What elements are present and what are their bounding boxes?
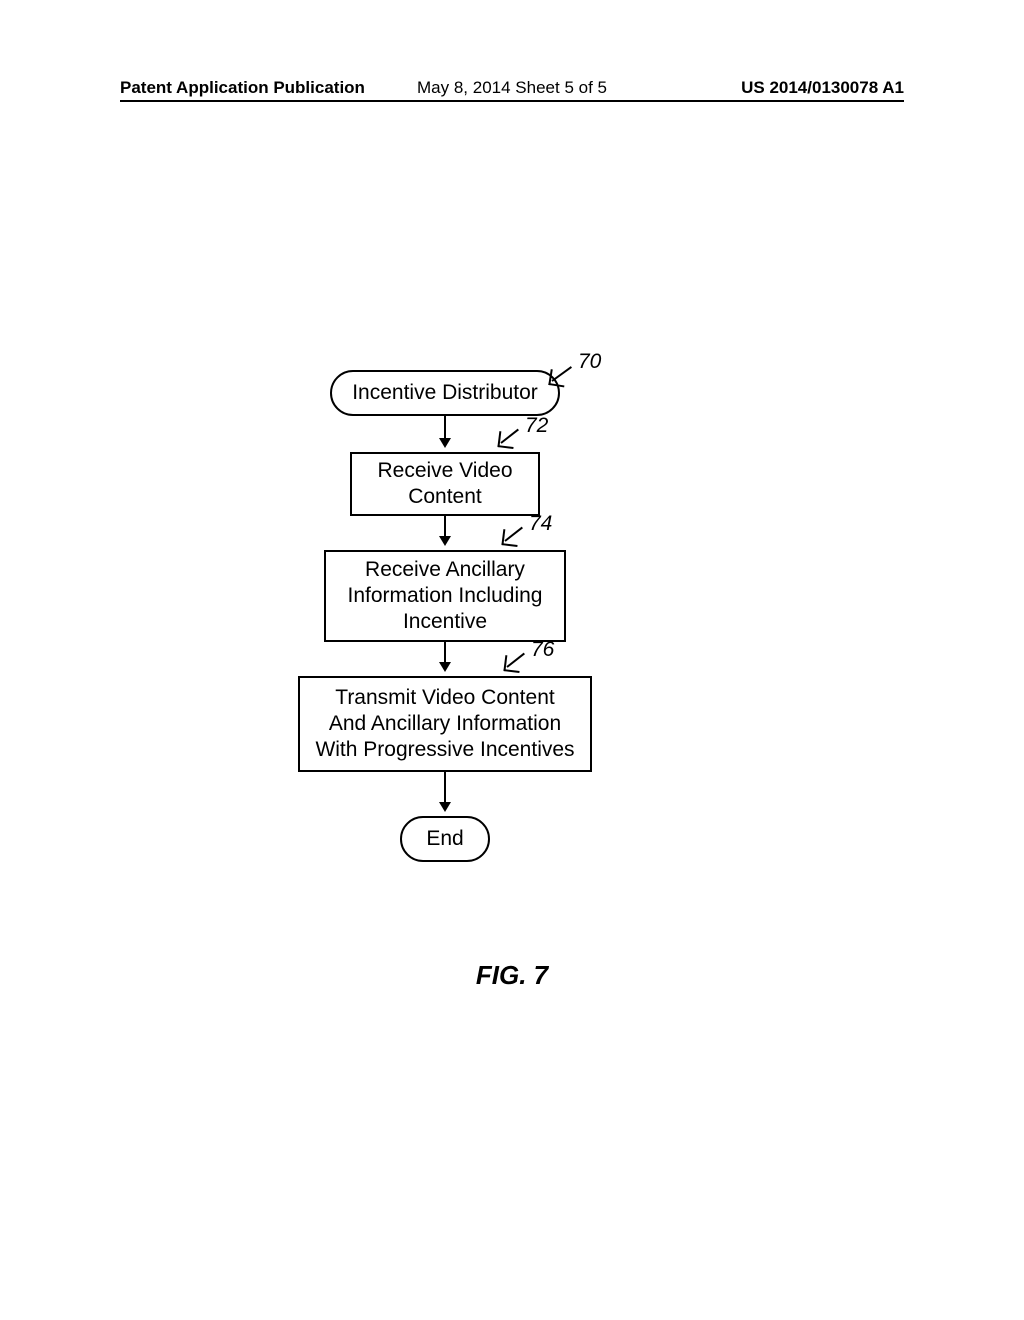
- header-rule: [120, 100, 904, 102]
- ref-70: 70: [578, 350, 601, 374]
- ref-line-72: [500, 429, 519, 444]
- node-label: Receive Ancillary Information Including …: [348, 557, 543, 636]
- node-label: Receive Video Content: [377, 458, 512, 511]
- node-label: Incentive Distributor: [352, 380, 538, 406]
- node-label: Transmit Video Content And Ancillary Inf…: [315, 685, 574, 764]
- node-label: End: [426, 826, 463, 852]
- arrow-4: [444, 772, 446, 810]
- ref-74: 74: [529, 512, 552, 536]
- header-right: US 2014/0130078 A1: [741, 78, 904, 98]
- node-receive-ancillary: Receive Ancillary Information Including …: [324, 550, 566, 642]
- arrow-1: [444, 416, 446, 446]
- ref-72: 72: [525, 414, 548, 438]
- arrow-3: [444, 642, 446, 670]
- arrow-2: [444, 516, 446, 544]
- page: Patent Application Publication May 8, 20…: [0, 0, 1024, 1320]
- figure-caption: FIG. 7: [0, 960, 1024, 991]
- node-end: End: [400, 816, 490, 862]
- ref-line-70: [551, 366, 572, 382]
- node-transmit: Transmit Video Content And Ancillary Inf…: [298, 676, 592, 772]
- ref-76: 76: [531, 638, 554, 662]
- node-incentive-distributor: Incentive Distributor: [330, 370, 560, 416]
- ref-line-76: [506, 653, 525, 668]
- ref-line-74: [504, 527, 523, 542]
- node-receive-video: Receive Video Content: [350, 452, 540, 516]
